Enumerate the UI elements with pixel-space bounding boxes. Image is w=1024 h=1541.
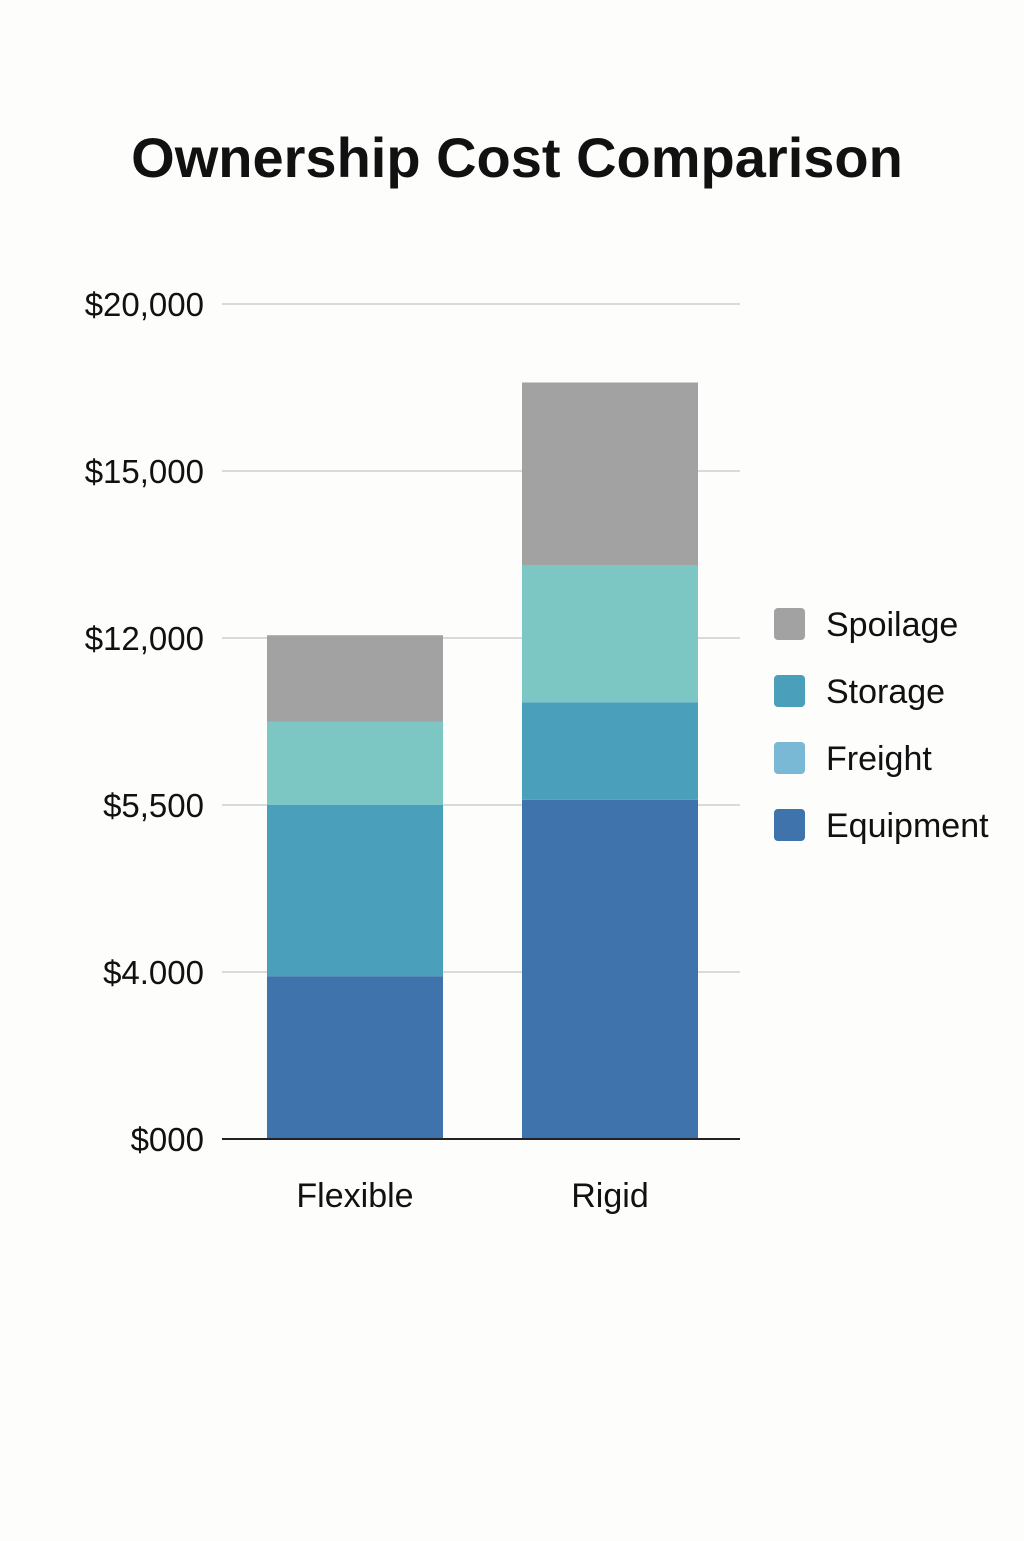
bar-stack-rigid — [522, 382, 698, 1139]
bars — [267, 382, 698, 1139]
legend-swatch — [774, 809, 805, 841]
bar-stack-flexible — [267, 635, 443, 1139]
y-tick-label: $15,000 — [85, 453, 204, 490]
legend-swatch — [774, 742, 805, 774]
y-tick-label: $4.000 — [103, 954, 204, 991]
chart-title: Ownership Cost Comparison — [131, 126, 903, 189]
y-tick-label: $12,000 — [85, 620, 204, 657]
x-axis-categories: Flexible Rigid — [296, 1177, 648, 1215]
bar-freight-flexible — [267, 721, 443, 805]
legend-item-freight: Freight — [774, 740, 932, 778]
legend-item-spoilage: Spoilage — [774, 606, 958, 644]
bar-storage-rigid — [522, 702, 698, 800]
y-axis-ticks: $000 $4.000 $5,500 $12,000 $15,000 $20,000 — [85, 286, 204, 1158]
legend-item-storage: Storage — [774, 673, 945, 711]
bar-equipment-rigid — [522, 799, 698, 1139]
y-tick-label: $000 — [131, 1121, 204, 1158]
bar-freight-rigid — [522, 565, 698, 703]
legend-label: Storage — [826, 673, 945, 711]
y-tick-label: $20,000 — [85, 286, 204, 323]
legend-label: Equipment — [826, 807, 989, 845]
legend-swatch — [774, 608, 805, 640]
bar-spoilage-rigid — [522, 382, 698, 566]
x-tick-label: Flexible — [296, 1177, 413, 1215]
legend-swatch — [774, 675, 805, 707]
legend-label: Freight — [826, 740, 932, 778]
legend-item-equipment: Equipment — [774, 807, 989, 845]
bar-equipment-flexible — [267, 976, 443, 1139]
bar-spoilage-flexible — [267, 635, 443, 722]
x-tick-label: Rigid — [571, 1177, 648, 1215]
y-tick-label: $5,500 — [103, 787, 204, 824]
legend: Spoilage Storage Freight Equipment — [774, 606, 989, 845]
legend-label: Spoilage — [826, 606, 958, 644]
bar-storage-flexible — [267, 805, 443, 977]
